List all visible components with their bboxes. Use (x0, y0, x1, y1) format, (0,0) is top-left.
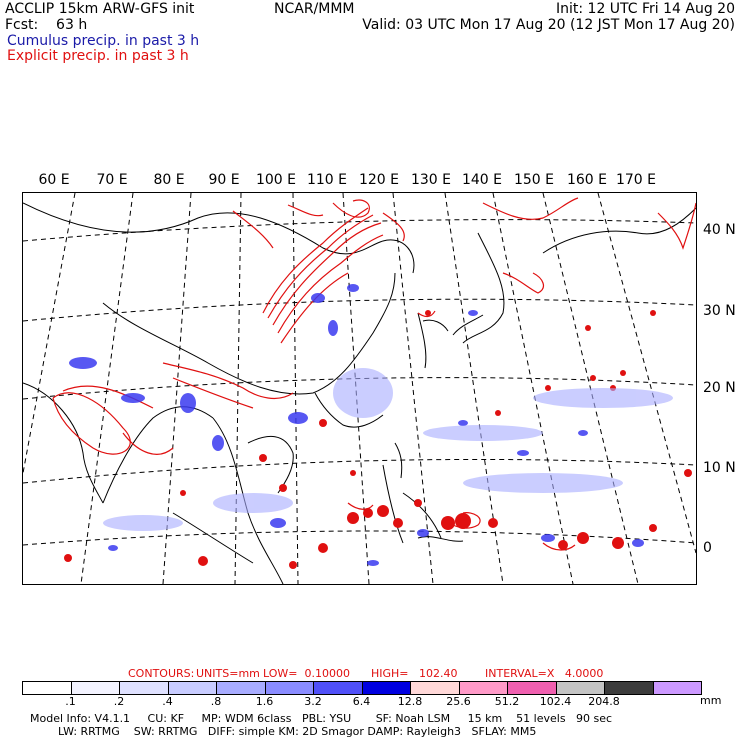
colorbar-swatch (555, 681, 604, 695)
lon-label: 160 E (566, 172, 608, 188)
colorbar-swatch (216, 681, 265, 695)
colorbar-label: .8 (210, 695, 222, 708)
lon-label: 110 E (306, 172, 348, 188)
colorbar-label: 6.4 (352, 695, 371, 708)
colorbar-swatch (167, 681, 216, 695)
cumulus-precip-cells (69, 284, 644, 566)
lat-label: 40 N (703, 222, 736, 238)
colorbar-label: 25.6 (446, 695, 471, 708)
colorbar-swatch (361, 681, 410, 695)
colorbar-swatch (313, 681, 362, 695)
lon-label: 60 E (38, 172, 70, 188)
contour-high: HIGH= 102.40 (371, 667, 458, 680)
light-precip-areas (103, 368, 673, 531)
init-time: Init: 12 UTC Fri 14 Aug 20 (555, 1, 735, 17)
lon-label: 130 E (410, 172, 452, 188)
colorbar-swatch (119, 681, 168, 695)
lon-label: 170 E (615, 172, 657, 188)
center-label: NCAR/MMM (274, 1, 355, 17)
colorbar-label: 102.4 (539, 695, 572, 708)
contour-interval: INTERVAL=X 4.0000 (485, 667, 604, 680)
colorbar-label: .4 (162, 695, 173, 708)
contour-units: UNITS=mm (196, 667, 260, 680)
lat-label: 30 N (703, 303, 736, 319)
lon-label: 120 E (358, 172, 400, 188)
lon-label: 100 E (255, 172, 297, 188)
precip-map (22, 192, 697, 585)
colorbar-label: 51.2 (494, 695, 520, 708)
colorbar-label: 204.8 (588, 695, 620, 708)
model-info: Model Info: V4.1.1 CU: KF MP: WDM 6class… (30, 712, 613, 725)
colorbar-label: .2 (113, 695, 125, 708)
lon-label: 70 E (96, 172, 128, 188)
colorbar-swatch (22, 681, 71, 695)
colorbar-unit: mm (700, 694, 722, 707)
contour-low: LOW= 0.10000 (263, 667, 350, 680)
contour-prefix: CONTOURS: (128, 667, 195, 680)
legend-cumulus: Cumulus precip. in past 3 h (7, 33, 200, 49)
colorbar-label: 3.2 (304, 695, 322, 708)
map-canvas (23, 193, 696, 584)
colorbar-label: 1.6 (255, 695, 274, 708)
colorbar-swatch (70, 681, 119, 695)
colorbar-swatch (652, 681, 702, 695)
colorbar-swatch (410, 681, 459, 695)
lon-label: 80 E (153, 172, 185, 188)
model-title: ACCLIP 15km ARW-GFS init (5, 1, 195, 17)
forecast-hour: Fcst: 63 h (5, 17, 88, 33)
lat-label: 0 (703, 540, 712, 556)
colorbar-label: .1 (65, 695, 76, 708)
colorbar-label: 12.8 (397, 695, 423, 708)
physics-info: LW: RRTMG SW: RRTMG DIFF: simple KM: 2D … (30, 725, 537, 738)
colorbar-swatch (458, 681, 507, 695)
lat-label: 20 N (703, 380, 736, 396)
explicit-precip-contours (52, 197, 696, 551)
legend-explicit: Explicit precip. in past 3 h (7, 48, 189, 64)
lon-label: 90 E (208, 172, 240, 188)
lat-label: 10 N (703, 460, 736, 476)
valid-time: Valid: 03 UTC Mon 17 Aug 20 (12 JST Mon … (362, 17, 735, 33)
lon-label: 150 E (513, 172, 555, 188)
colorbar-swatch (604, 681, 653, 695)
colorbar-swatch (507, 681, 556, 695)
colorbar-swatch (264, 681, 313, 695)
lon-label: 140 E (461, 172, 503, 188)
explicit-precip-cells (64, 310, 692, 569)
